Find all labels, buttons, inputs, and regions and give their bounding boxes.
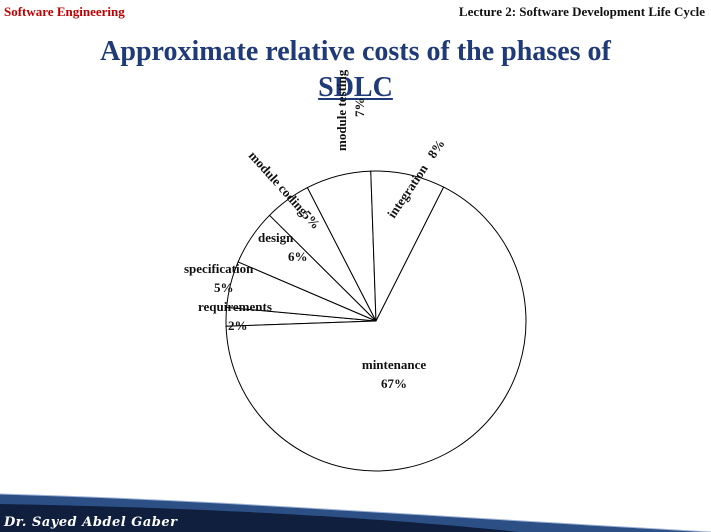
pie-label-specification: specification 5%: [184, 261, 254, 295]
pie-label-name: module testing: [334, 69, 349, 151]
pie-label-design: design 6%: [258, 230, 308, 264]
slide-title-line-1: Approximate relative costs of the phases…: [100, 36, 611, 67]
slide-title-line-2: SDLC: [318, 72, 393, 103]
pie-label-value: 6%: [288, 249, 308, 264]
pie-label-requirements: requirements 2%: [198, 299, 272, 333]
pie-label-value: 7%: [352, 98, 367, 118]
header-course-title: Software Engineering: [4, 4, 125, 19]
pie-label-value: 5%: [214, 280, 234, 295]
pie-label-name: mintenance: [362, 357, 427, 372]
pie-label-name: specification: [184, 261, 254, 276]
pie-slice-mintenance: [225, 186, 527, 472]
slide-title: Approximate relative costs of the phases…: [0, 34, 711, 106]
pie-label-mintenance: mintenance 67%: [362, 357, 427, 391]
pie-label-value: 8%: [424, 136, 447, 161]
header-lecture-title: Lecture 2: Software Development Life Cyc…: [458, 4, 705, 19]
pie-label-value: 67%: [381, 376, 407, 391]
author-signature: Dr. Sayed Abdel Gaber: [4, 515, 178, 530]
pie-label-name: requirements: [198, 299, 272, 314]
pie-label-module-testing: module testing 7%: [334, 69, 367, 151]
pie-label-value: 2%: [228, 318, 248, 333]
pie-label-name: design: [258, 230, 294, 245]
pie-slices: [225, 170, 527, 472]
